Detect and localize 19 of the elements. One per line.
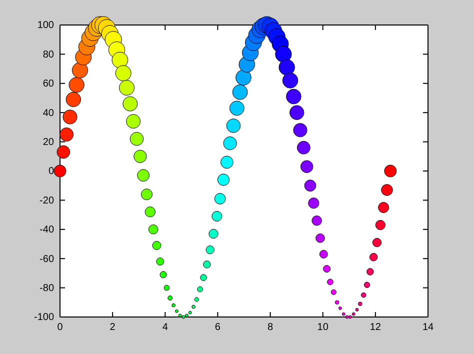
y-tick-label: 40 xyxy=(42,108,54,119)
y-tick-label: 100 xyxy=(37,20,54,32)
x-tick-label: 0 xyxy=(57,322,64,334)
y-tick-label: -100 xyxy=(34,312,54,324)
y-tick-label: -60 xyxy=(40,254,54,265)
y-tick-label: 20 xyxy=(42,137,54,148)
y-tick-label: 80 xyxy=(42,49,54,60)
x-tick-label: 12 xyxy=(370,322,382,334)
y-tick-label: -40 xyxy=(40,224,54,236)
y-tick-label: -80 xyxy=(40,283,54,294)
x-tick-label: 4 xyxy=(162,322,168,334)
x-tick-label: 8 xyxy=(268,322,274,334)
y-tick-label: 60 xyxy=(42,78,54,90)
x-tick-label: 14 xyxy=(422,322,434,334)
x-tick-label: 10 xyxy=(317,322,329,334)
x-tick-label: 6 xyxy=(214,322,221,334)
y-tick-label: 0 xyxy=(48,166,54,178)
y-tick-label: -20 xyxy=(40,195,54,206)
x-tick-label: 2 xyxy=(110,322,116,334)
